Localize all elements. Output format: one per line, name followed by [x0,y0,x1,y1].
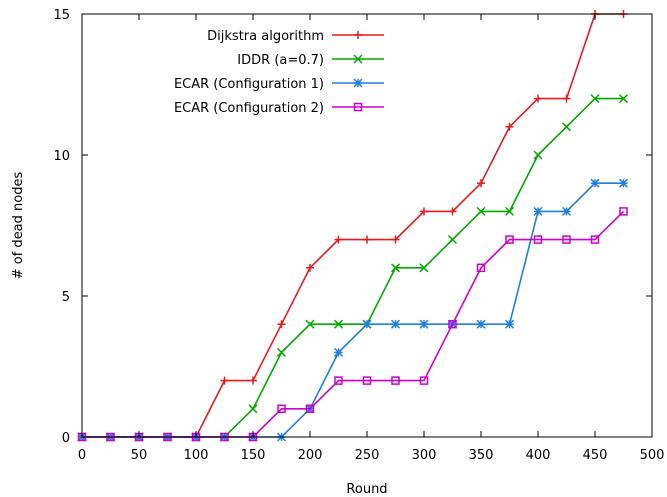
data-point [504,206,515,216]
y-tick-label: 10 [53,149,70,164]
data-point [505,122,514,131]
legend-label: ECAR (Configuration 1) [174,77,324,92]
legend-swatch-marker [354,31,362,39]
data-point [334,376,343,385]
x-tick-label: 250 [355,448,380,463]
data-point [533,235,543,244]
y-tick-label: 5 [62,290,70,305]
data-point [419,263,429,273]
data-point [391,235,400,244]
x-tick-label: 200 [298,448,323,463]
legend-label: ECAR (Configuration 2) [174,101,324,116]
x-tick-label: 50 [131,448,148,463]
series-line-2 [82,97,624,438]
data-point [505,235,514,244]
x-tick-label: 0 [78,448,86,463]
x-tick-label: 400 [526,448,551,463]
data-point [476,319,486,329]
data-point [390,319,401,329]
data-point [334,235,343,244]
data-point [561,122,572,132]
data-point [333,319,344,329]
data-point [533,150,543,160]
data-point [363,235,371,244]
data-point [448,319,457,329]
ticks-group: 0 50 100 150 200 250 300 350 400 450 500 0 5 10 15 [53,8,664,463]
y-axis-title: # of dead nodes [11,172,26,280]
data-point [590,235,600,244]
data-point [447,235,458,245]
data-point [419,319,429,329]
legend-swatch-marker [353,54,363,64]
data-point [248,404,258,414]
data-point [476,206,486,216]
x-tick-label: 300 [412,448,437,463]
x-tick-label: 500 [640,448,665,463]
data-point [419,376,429,385]
data-point [561,206,572,216]
y-tick-label: 0 [62,431,70,446]
data-point [562,235,571,244]
y-tick-label: 15 [53,8,70,23]
data-point [534,94,542,103]
series-line-1 [82,13,624,438]
data-point [362,319,372,329]
data-point [277,404,286,414]
legend-label: Dijkstra algorithm [207,29,324,44]
data-point [362,376,372,385]
plot-frame [81,13,653,438]
data-point [590,178,600,188]
data-point [590,94,600,104]
series-group [77,10,629,442]
data-point [533,206,543,216]
data-point [305,319,315,329]
data-point [448,207,457,216]
x-axis-title: Round [346,482,387,497]
data-point [277,320,286,329]
legend-label: IDDR (a=0.7) [237,53,324,68]
x-tick-label: 100 [184,448,209,463]
data-point [477,179,485,188]
data-point [306,263,314,272]
x-tick-label: 450 [583,448,608,463]
data-point [249,376,257,385]
x-tick-label: 150 [241,448,266,463]
data-point [390,263,401,273]
data-point [333,347,344,357]
data-point [305,404,315,414]
data-point [476,263,486,273]
x-tick-label: 350 [469,448,494,463]
legend: Dijkstra algorithm IDDR (a=0.7) ECAR (Conf… [174,29,384,116]
legend-swatch-marker [353,78,363,88]
data-point [504,319,515,329]
data-point [420,207,428,216]
data-point [562,94,571,103]
data-point [276,347,287,357]
data-point [619,207,628,216]
legend-swatch-marker [353,102,363,112]
data-point [618,94,629,104]
data-point [391,376,400,385]
data-point [618,178,629,188]
series-line-3 [82,182,624,438]
data-point [220,376,229,385]
